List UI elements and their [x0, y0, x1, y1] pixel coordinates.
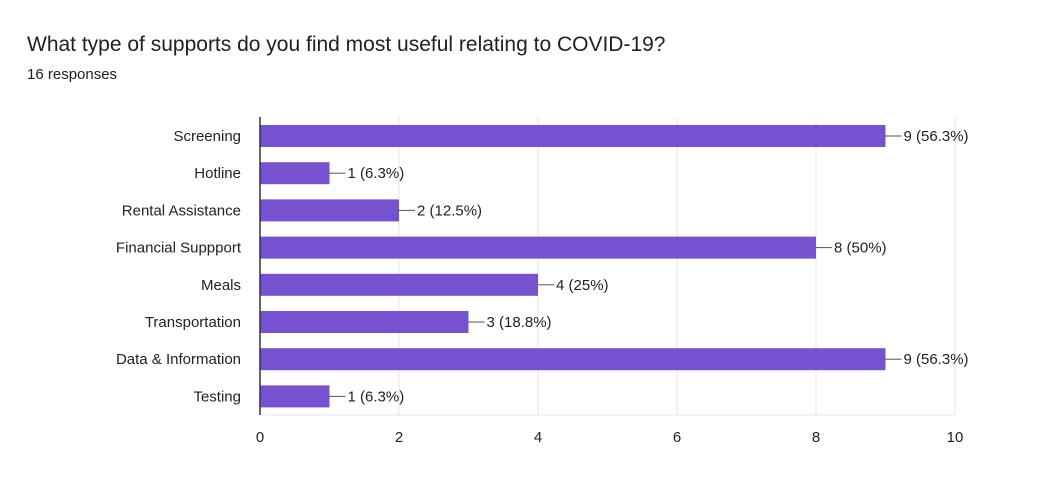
data-label: 9 (56.3%) — [904, 128, 969, 145]
bar — [260, 236, 816, 259]
category-label: Data & Information — [116, 351, 241, 368]
bar — [260, 199, 399, 222]
x-tick-label: 10 — [947, 429, 964, 446]
data-label: 4 (25%) — [556, 277, 609, 294]
data-label: 9 (56.3%) — [904, 351, 969, 368]
category-label: Meals — [201, 277, 241, 294]
data-label: 8 (50%) — [834, 240, 887, 257]
data-label: 1 (6.3%) — [348, 165, 405, 182]
x-tick-label: 0 — [256, 429, 264, 446]
bar — [260, 125, 886, 147]
x-tick-label: 2 — [395, 429, 403, 446]
data-label: 2 (12.5%) — [417, 202, 482, 219]
response-count: 16 responses — [27, 66, 118, 83]
x-tick-label: 4 — [534, 429, 542, 446]
category-label: Transportation — [145, 314, 241, 331]
bar — [260, 311, 469, 333]
bar — [260, 162, 330, 185]
category-label: Financial Suppport — [116, 240, 242, 257]
data-label: 1 (6.3%) — [348, 388, 405, 405]
category-label: Screening — [173, 128, 241, 145]
bar — [260, 273, 538, 296]
data-label: 3 (18.8%) — [487, 314, 552, 331]
category-label: Rental Assistance — [122, 202, 241, 219]
category-label: Testing — [193, 388, 241, 405]
x-tick-label: 6 — [673, 429, 681, 446]
bar — [260, 348, 886, 371]
category-label: Hotline — [194, 165, 241, 182]
chart-title: What type of supports do you find most u… — [27, 33, 666, 56]
bar — [260, 385, 330, 408]
x-tick-label: 8 — [812, 429, 820, 446]
